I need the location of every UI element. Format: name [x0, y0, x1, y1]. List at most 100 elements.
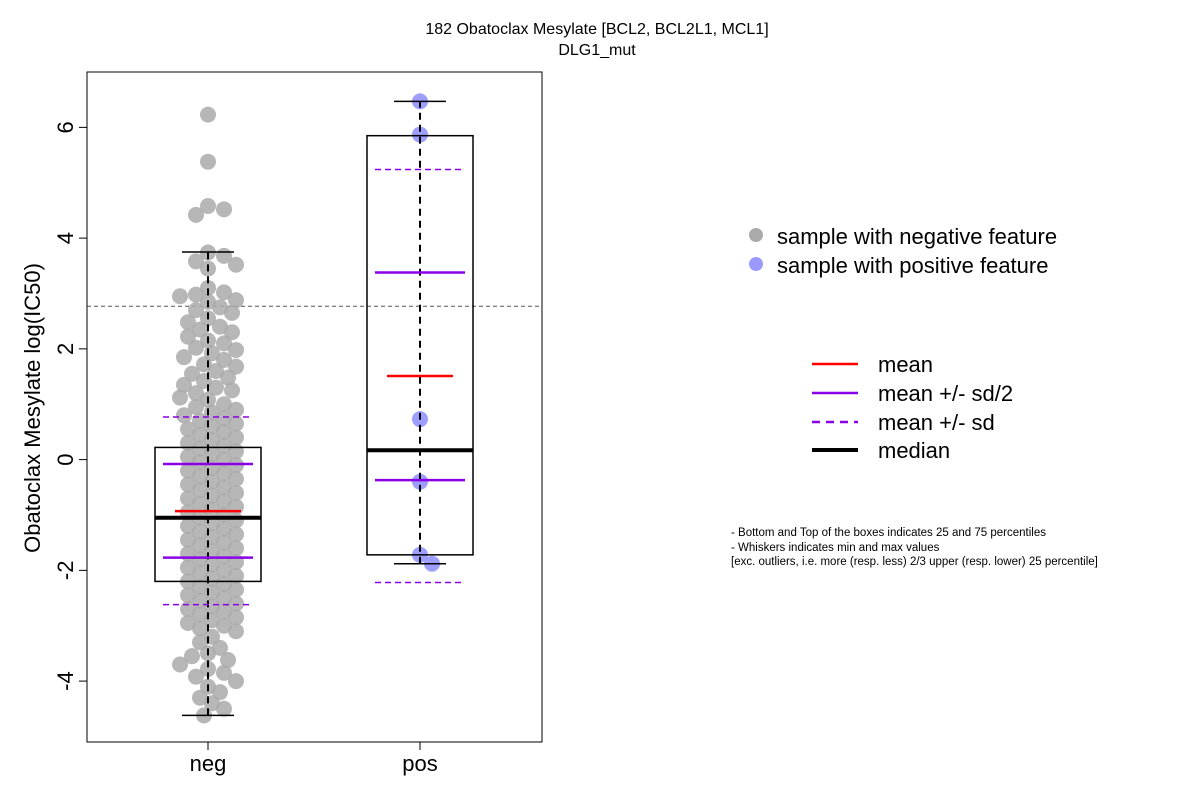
plot-layer — [87, 93, 542, 724]
neg-point — [216, 700, 232, 717]
pos-point — [412, 126, 428, 143]
neg-point — [192, 689, 208, 706]
neg-point — [180, 328, 196, 345]
iqr-box — [154, 446, 262, 583]
chart-subtitle: DLG1_mut — [558, 42, 636, 59]
neg-point — [188, 206, 204, 223]
neg-point — [228, 484, 244, 501]
y-tick-label: 6 — [53, 121, 78, 133]
note-line-2: - Whiskers indicates min and max values — [731, 542, 940, 554]
y-axis-label: Obatoclax Mesylate log(IC50) — [20, 263, 45, 553]
neg-point — [180, 531, 196, 548]
neg-point — [180, 421, 196, 438]
neg-point — [216, 351, 232, 368]
neg-point — [228, 401, 244, 418]
y-tick-label: -4 — [53, 671, 78, 691]
neg-point — [188, 302, 204, 319]
neg-point — [216, 603, 232, 620]
neg-point — [216, 562, 232, 579]
neg-point — [184, 365, 200, 382]
neg-point — [180, 587, 196, 604]
neg-point — [228, 415, 244, 432]
neg-point — [192, 482, 208, 499]
neg-point — [228, 256, 244, 273]
neg-point — [216, 534, 232, 551]
legend-line-label: mean — [878, 352, 933, 377]
neg-point — [224, 324, 240, 341]
legend-point-label: sample with positive feature — [777, 253, 1048, 278]
neg-point — [220, 652, 236, 669]
neg-point — [228, 292, 244, 309]
neg-point — [192, 468, 208, 485]
neg-point — [180, 462, 196, 479]
neg-point — [216, 465, 232, 482]
neg-point — [212, 318, 228, 335]
x-tick-label: neg — [190, 751, 227, 776]
neg-point — [208, 379, 224, 396]
neg-point — [216, 590, 232, 607]
neg-point — [216, 493, 232, 510]
neg-point — [228, 341, 244, 358]
legend-layer: sample with negative feature sample with … — [749, 224, 1057, 463]
neg-point — [216, 576, 232, 593]
neg-point — [228, 623, 244, 640]
neg-point — [196, 356, 212, 373]
neg-point — [188, 339, 204, 356]
neg-point — [216, 437, 232, 454]
neg-point — [180, 314, 196, 331]
neg-point — [224, 304, 240, 321]
neg-point — [216, 617, 232, 634]
neg-point — [176, 407, 192, 424]
neg-point — [188, 253, 204, 270]
neg-point — [180, 448, 196, 465]
neg-point — [228, 581, 244, 598]
neg-point — [212, 299, 228, 316]
neg-point — [216, 201, 232, 218]
neg-point — [176, 376, 192, 393]
x-tick-label: pos — [402, 751, 437, 776]
pos-point — [412, 473, 428, 490]
neg-point — [200, 198, 216, 214]
iqr-box — [366, 134, 474, 556]
legend-line-label: mean +/- sd — [878, 410, 995, 435]
neg-point — [192, 551, 208, 568]
neg-point — [192, 523, 208, 540]
neg-point — [228, 429, 244, 446]
neg-point — [188, 286, 204, 303]
neg-point — [216, 410, 232, 427]
neg-point — [188, 385, 204, 402]
neg-point — [228, 567, 244, 584]
neg-point — [192, 620, 208, 637]
neg-point — [200, 106, 216, 123]
neg-point — [216, 423, 232, 440]
neg-point — [228, 595, 244, 612]
neg-point — [180, 476, 196, 493]
neg-point — [192, 537, 208, 554]
legend-line-label: mean +/- sd/2 — [878, 381, 1013, 406]
neg-point — [212, 684, 228, 701]
neg-point — [192, 634, 208, 651]
y-tick-label: 2 — [53, 343, 78, 355]
neg-point — [172, 389, 188, 406]
neg-point — [220, 369, 236, 386]
neg-point — [180, 614, 196, 631]
neg-point — [216, 520, 232, 537]
neg-point — [192, 440, 208, 457]
neg-point — [228, 673, 244, 690]
neg-point — [204, 487, 220, 504]
neg-point — [228, 470, 244, 487]
neg-point — [200, 660, 216, 677]
neg-point — [212, 639, 228, 656]
neg-point — [192, 495, 208, 512]
neg-point — [172, 288, 188, 305]
legend-point-label: sample with negative feature — [777, 224, 1057, 249]
neg-point — [192, 606, 208, 623]
neg-point — [172, 656, 188, 673]
neg-point — [180, 518, 196, 535]
neg-point — [216, 396, 232, 413]
neg-point — [188, 668, 204, 685]
note-line-1: - Bottom and Top of the boxes indicates … — [731, 527, 1046, 539]
neg-point — [216, 284, 232, 301]
neg-point — [188, 399, 204, 415]
